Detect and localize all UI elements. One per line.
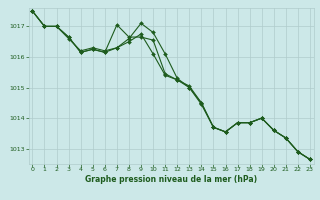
X-axis label: Graphe pression niveau de la mer (hPa): Graphe pression niveau de la mer (hPa) bbox=[85, 175, 257, 184]
